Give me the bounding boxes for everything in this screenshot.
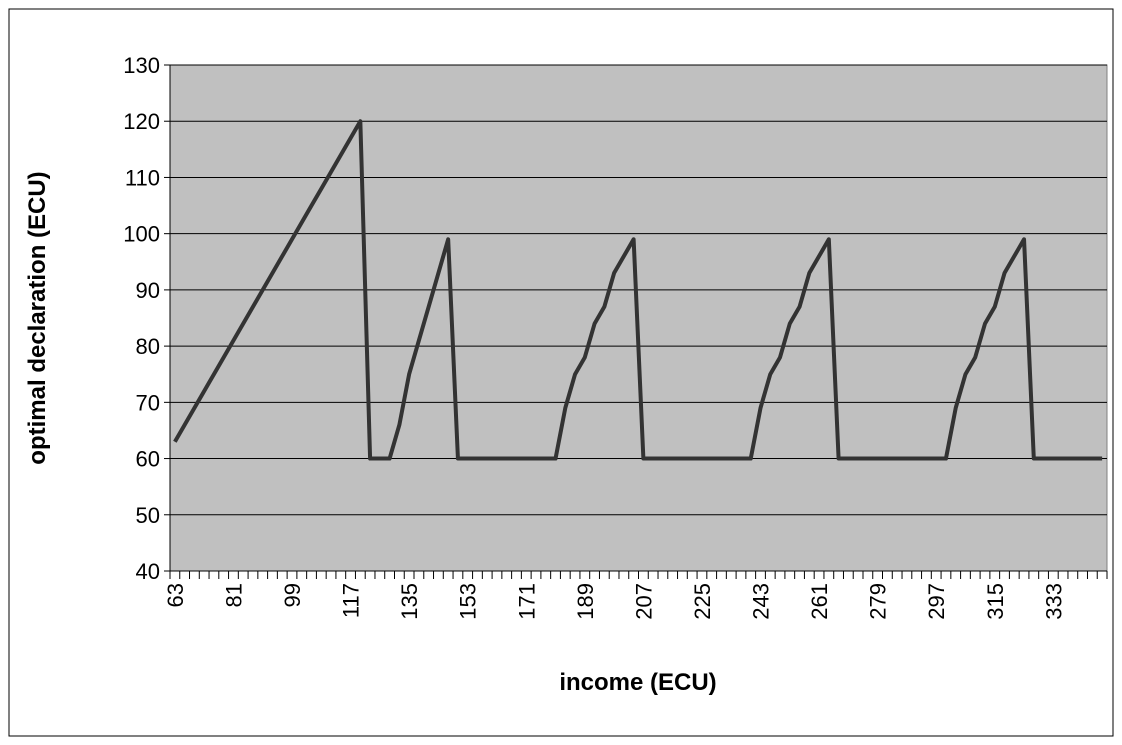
x-tick-label: 81	[221, 583, 246, 607]
x-tick-label: 189	[573, 583, 598, 620]
x-tick-label: 135	[397, 583, 422, 620]
x-tick-label: 117	[339, 583, 364, 618]
y-tick-label: 70	[136, 390, 160, 415]
y-tick-label: 80	[136, 334, 160, 359]
x-tick-label: 225	[690, 583, 715, 620]
x-tick-label: 333	[1041, 583, 1066, 620]
x-tick-label: 279	[866, 583, 891, 620]
x-tick-label: 99	[280, 583, 305, 607]
x-tick-label: 261	[807, 583, 832, 620]
x-tick-label: 171	[514, 583, 539, 620]
x-tick-label: 153	[456, 583, 481, 620]
x-tick-label: 243	[749, 583, 774, 620]
x-tick-label: 207	[631, 583, 656, 620]
x-tick-label: 297	[924, 583, 949, 620]
y-tick-label: 110	[125, 165, 160, 190]
data-line	[173, 119, 1103, 461]
y-tick-label: 60	[136, 447, 160, 472]
y-tick-label: 90	[136, 278, 160, 303]
y-tick-label: 40	[136, 559, 160, 584]
y-tick-label: 130	[123, 53, 160, 78]
y-tick-label: 100	[123, 222, 160, 247]
x-tick-label: 63	[163, 583, 188, 607]
y-tick-label: 120	[123, 109, 160, 134]
x-tick-label: 315	[983, 583, 1008, 620]
x-axis-title: income (ECU)	[559, 669, 716, 696]
y-axis-title: optimal declaration (ECU)	[24, 171, 51, 464]
y-tick-label: 50	[136, 503, 160, 528]
